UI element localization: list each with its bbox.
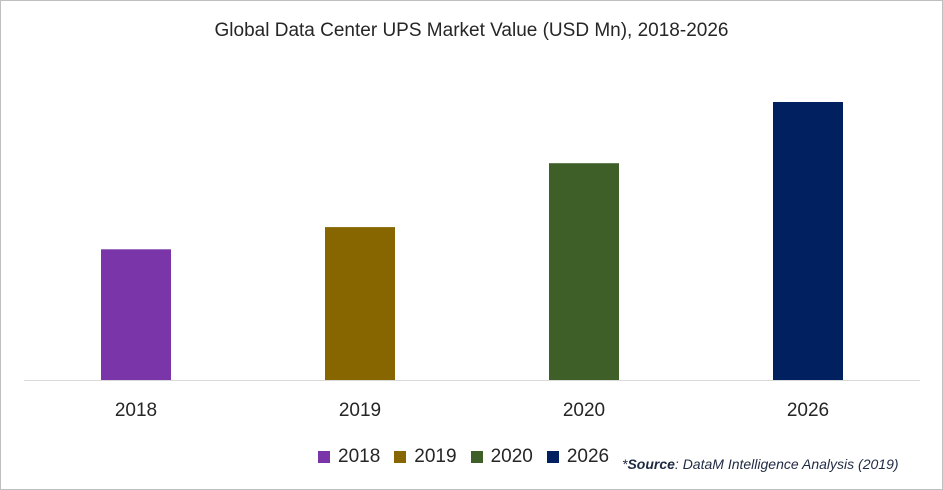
legend-item-2020: 2020 <box>470 446 533 468</box>
chart-legend: 2018 2019 2020 2026 <box>318 446 609 468</box>
chart-title: Global Data Center UPS Market Value (USD… <box>214 20 729 41</box>
legend-item-2026: 2026 <box>546 446 610 468</box>
legend-label: 2019 <box>414 446 457 467</box>
legend-swatch <box>394 451 407 463</box>
legend-swatch <box>546 451 559 463</box>
legend-item-2019: 2019 <box>394 446 457 468</box>
bar-2019 <box>325 227 395 380</box>
x-tick-label: 2019 <box>339 400 381 421</box>
x-tick-label: 2018 <box>115 400 157 421</box>
legend-swatch <box>318 451 330 463</box>
legend-swatch <box>470 451 483 463</box>
legend-label: 2020 <box>490 446 533 467</box>
legend-label: 2026 <box>566 446 610 467</box>
legend-item-2018: 2018 <box>318 446 380 468</box>
source-text: : DataM Intelligence Analysis (2019) <box>674 456 899 472</box>
bar-2018 <box>101 249 171 380</box>
source-prefix: * <box>622 456 628 472</box>
bar-2020 <box>549 163 619 380</box>
bar-2026 <box>773 102 843 380</box>
source-label: Source <box>627 456 675 472</box>
x-tick-label: 2026 <box>787 400 829 421</box>
x-tick-label: 2020 <box>563 400 605 421</box>
legend-label: 2018 <box>338 446 381 467</box>
source-note: *Source: DataM Intelligence Analysis (20… <box>622 456 899 472</box>
